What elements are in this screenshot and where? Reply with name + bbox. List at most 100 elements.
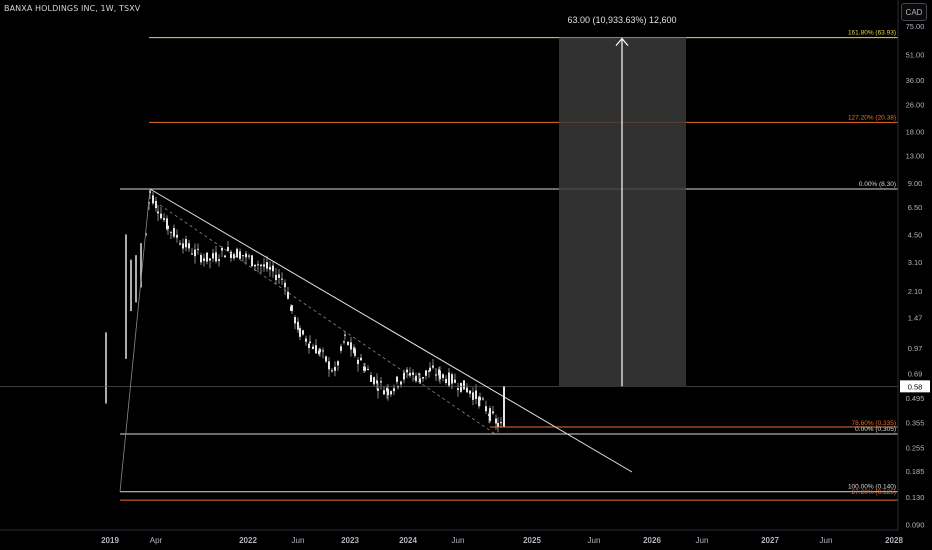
candle-body: [185, 239, 187, 248]
candle-body: [308, 343, 310, 348]
candle-body: [390, 391, 392, 395]
candle-body: [145, 233, 147, 235]
fib-label: 0.00% (8.30): [859, 181, 896, 188]
drawings: [0, 37, 898, 492]
x-tick-label: 2025: [523, 536, 541, 545]
candle-body: [200, 254, 202, 263]
candle-body: [497, 422, 499, 427]
candle-body: [309, 341, 311, 343]
y-tick-label: 51.00: [906, 50, 925, 59]
current-price-label: 0.58: [908, 382, 923, 391]
y-tick-label: 13.00: [906, 152, 925, 161]
candle-body: [429, 367, 431, 372]
x-tick-label: 2022: [239, 536, 257, 545]
candle-body: [312, 346, 314, 350]
candle-body: [343, 341, 345, 343]
candle-body: [415, 375, 417, 382]
x-tick-label: 2027: [761, 536, 779, 545]
candle-body: [248, 255, 250, 257]
candle-body: [302, 330, 304, 335]
y-tick-label: 36.00: [906, 76, 925, 85]
fib-levels: 161.80% (63.93) 127.20% (20.38) 0.00% (8.3…: [120, 30, 898, 501]
candle-body: [360, 357, 362, 361]
y-tick-label: 26.00: [906, 100, 925, 109]
candle-body: [197, 248, 199, 250]
candle-body: [233, 254, 235, 259]
candle-body: [167, 225, 169, 229]
candle-body: [331, 370, 333, 372]
candle-body: [448, 372, 450, 386]
chart-title: BANXA HOLDINGS INC, 1W, TSXV: [4, 4, 141, 13]
candle-body: [221, 247, 223, 251]
x-tick-label: 2019: [101, 536, 119, 545]
candle-body: [370, 375, 372, 382]
y-tick-label: 0.69: [908, 369, 923, 378]
candle-body: [475, 390, 477, 400]
candle-body: [492, 411, 494, 414]
candle-body: [485, 406, 487, 412]
measure-label: 63.00 (10,933.63%) 12,600: [567, 15, 677, 25]
candle-body: [439, 370, 441, 380]
candle-body: [418, 373, 420, 375]
y-tick-label: 2.10: [908, 287, 923, 296]
candle-body: [435, 374, 437, 376]
candle-body: [287, 291, 289, 299]
candle-body: [397, 386, 399, 388]
candle-body: [155, 201, 157, 208]
y-tick-label: 1.47: [908, 313, 923, 322]
candle-body: [367, 368, 369, 370]
candle-body: [236, 248, 238, 258]
candle-body: [152, 195, 154, 204]
candle-body: [305, 338, 307, 342]
candle-body: [469, 390, 471, 394]
candle-body: [376, 380, 378, 384]
candle-body: [466, 387, 468, 393]
candle-body: [179, 243, 181, 245]
candle-body: [387, 389, 389, 396]
candle-body: [291, 305, 293, 311]
candle-body: [495, 418, 497, 424]
candle-body: [206, 252, 208, 262]
candle-body: [396, 376, 398, 382]
x-tick-label: 2026: [643, 536, 661, 545]
candle-body: [325, 356, 327, 362]
candle-body: [319, 349, 321, 353]
candle-body: [383, 390, 385, 395]
x-tick-label: 2023: [341, 536, 359, 545]
candle-body: [284, 282, 286, 288]
y-tick-label: 9.00: [908, 179, 923, 188]
candle-body: [357, 359, 359, 365]
y-tick-label: 4.50: [908, 230, 923, 239]
candle-body: [251, 255, 253, 267]
candle-body: [425, 370, 427, 376]
fib-label: 78.60% (0.335): [852, 420, 896, 427]
candle-body: [239, 251, 241, 259]
candle-body: [315, 345, 317, 354]
candle-body: [163, 218, 165, 220]
candle-body: [354, 348, 356, 356]
candle-body: [275, 274, 277, 281]
y-tick-label: 3.10: [908, 258, 923, 267]
candle-body: [478, 396, 480, 407]
candle-body: [257, 264, 259, 266]
candle-body: [272, 265, 274, 272]
candle-body: [328, 361, 330, 370]
x-tick-label: Jun: [820, 536, 833, 545]
candle-body: [182, 243, 184, 249]
fib-label: 100.00% (0.140): [848, 484, 896, 491]
candle-body: [337, 361, 339, 366]
x-tick-label: Jun: [292, 536, 305, 545]
candle-body: [489, 408, 491, 421]
candle-body: [294, 317, 296, 324]
y-tick-label: 0.090: [906, 521, 925, 530]
y-tick-label: 0.130: [906, 493, 925, 502]
y-tick-label: 18.00: [906, 128, 925, 137]
x-tick-label: 2028: [885, 536, 903, 545]
currency-button[interactable]: CAD: [901, 3, 927, 21]
candle-body: [299, 328, 301, 337]
candle-body: [318, 350, 320, 355]
candle-body: [188, 243, 190, 249]
candle-body-last: [503, 386, 505, 428]
